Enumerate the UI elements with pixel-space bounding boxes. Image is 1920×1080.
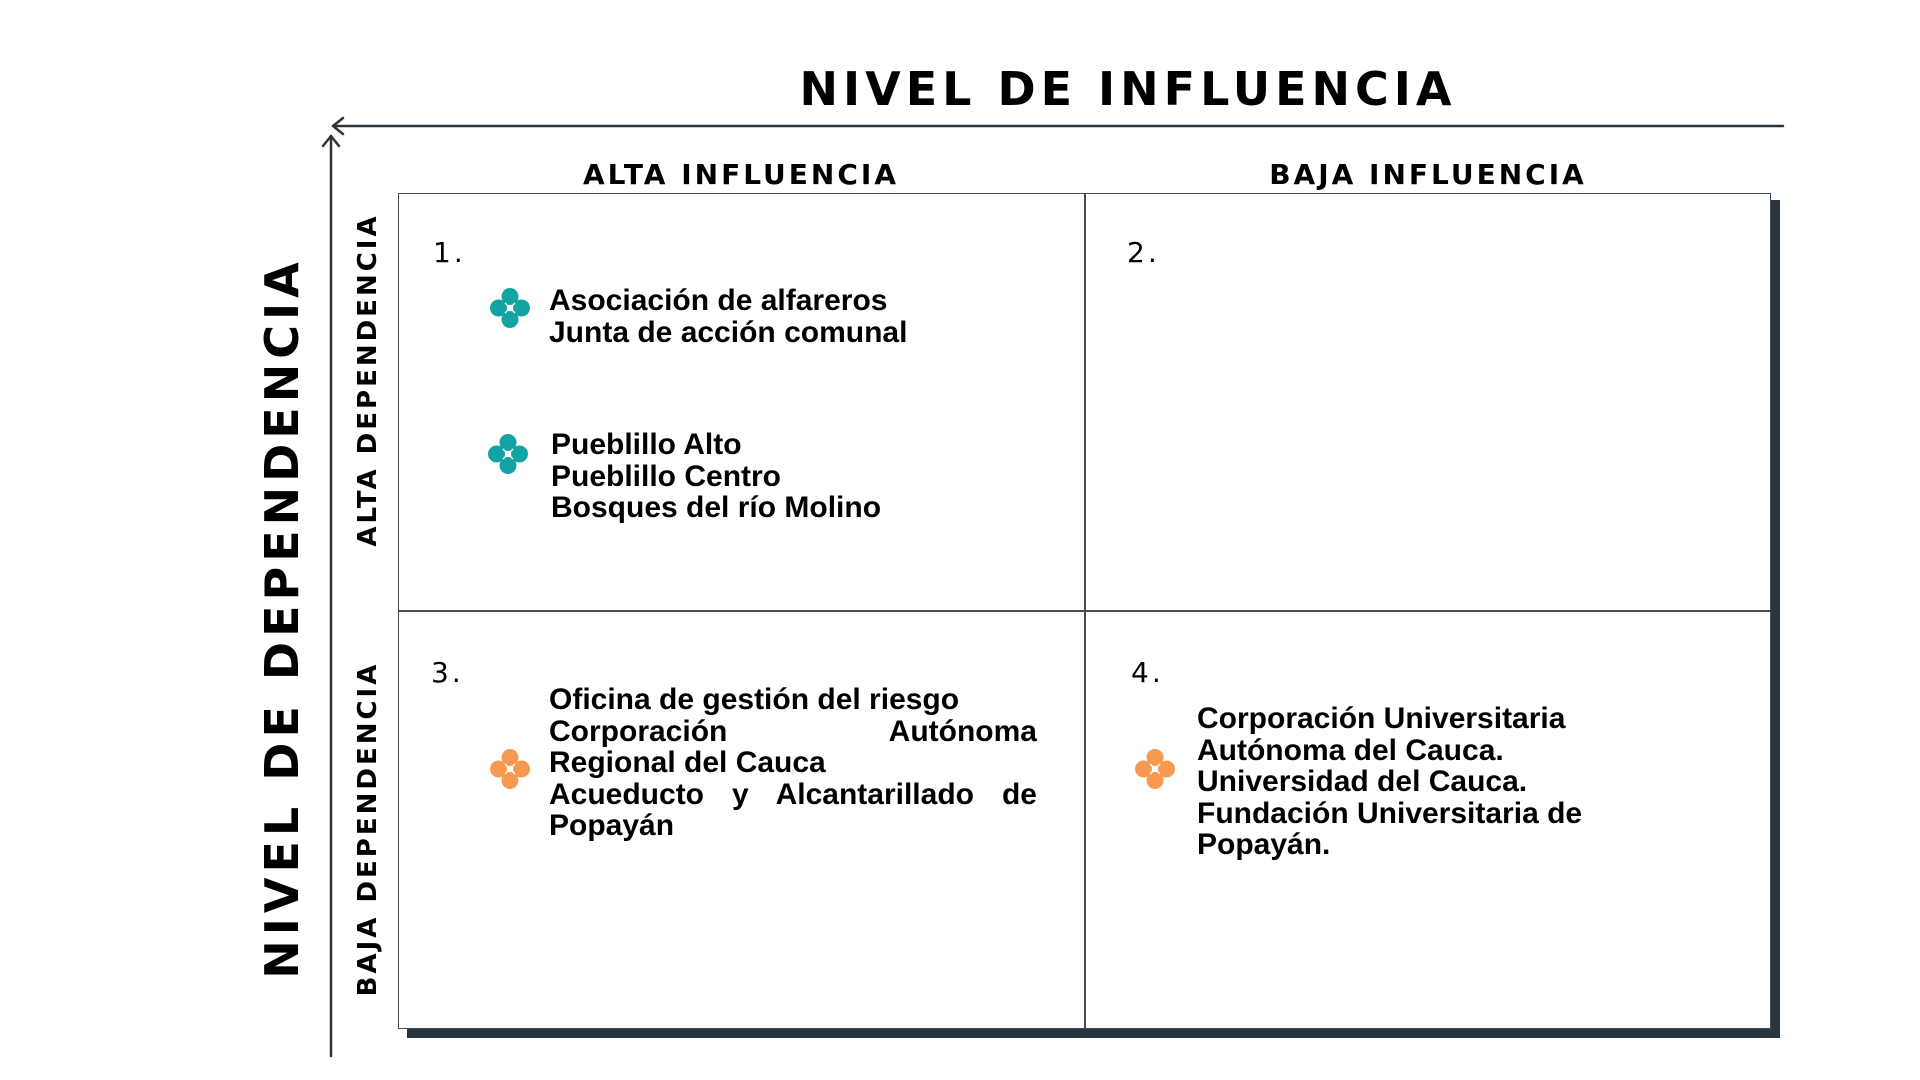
quadrant-4-number: 4. bbox=[1131, 656, 1164, 689]
row-header-low-dependence: BAJA DEPENDENCIA bbox=[353, 661, 383, 997]
quadrant-3-number: 3. bbox=[431, 656, 464, 689]
stakeholder-line: Acueducto y Alcantarillado de bbox=[549, 777, 1037, 811]
stakeholder-line: Popayán bbox=[549, 809, 675, 842]
stakeholder-line: Corporación Universitaria bbox=[1197, 702, 1566, 735]
flower-petals bbox=[488, 434, 528, 474]
stakeholder-line: Corporación Autónoma bbox=[549, 714, 1037, 748]
stakeholder-line: Fundación Universitaria de bbox=[1197, 796, 1583, 830]
quadrant-1-group-1-lines: Asociación de alfareros Junta de acción … bbox=[549, 285, 907, 348]
stakeholder-line: Pueblillo Centro bbox=[551, 459, 782, 493]
stakeholder-line: Regional del Cauca bbox=[549, 746, 826, 779]
teal-flower-icon bbox=[488, 434, 528, 474]
quadrant-1-group-2-lines: Pueblillo Alto Pueblillo Centro Bosques … bbox=[551, 429, 881, 524]
column-header-high-influence: ALTA INFLUENCIA bbox=[583, 158, 899, 191]
stakeholder-line: Pueblillo Alto bbox=[551, 428, 742, 461]
grid-horizontal-divider bbox=[399, 610, 1770, 612]
quadrant-grid: 1. Asociación de alfareros Junta de acci… bbox=[398, 193, 1771, 1029]
influence-axis-title: NIVEL DE INFLUENCIA bbox=[799, 62, 1457, 116]
flower-petals bbox=[490, 288, 530, 328]
stakeholder-line: Autónoma del Cauca. bbox=[1197, 733, 1504, 767]
stakeholder-line: Universidad del Cauca. bbox=[1197, 765, 1528, 798]
flower-petals bbox=[490, 749, 530, 789]
orange-flower-icon bbox=[1135, 749, 1175, 789]
row-header-high-dependence: ALTA DEPENDENCIA bbox=[353, 213, 383, 547]
quadrant-1-number: 1. bbox=[433, 236, 466, 269]
quadrant-3-group-1-lines: Oficina de gestión del riesgo Corporació… bbox=[549, 684, 1037, 842]
dependence-axis-arrowhead bbox=[321, 134, 341, 148]
quadrant-2-number: 2. bbox=[1127, 236, 1160, 269]
teal-flower-icon bbox=[490, 288, 530, 328]
orange-flower-icon bbox=[490, 749, 530, 789]
stakeholder-line: Oficina de gestión del riesgo bbox=[549, 683, 960, 716]
stakeholder-line: Popayán. bbox=[1197, 828, 1331, 861]
stakeholder-line: Asociación de alfareros bbox=[549, 284, 888, 317]
stakeholder-line: Bosques del río Molino bbox=[551, 491, 882, 524]
column-header-low-influence: BAJA INFLUENCIA bbox=[1269, 158, 1587, 191]
stakeholder-line: Junta de acción comunal bbox=[549, 315, 908, 349]
flower-petals bbox=[1135, 749, 1175, 789]
influence-axis-arrowhead bbox=[331, 116, 345, 136]
quadrant-4-group-1-lines: Corporación Universitaria Autónoma del C… bbox=[1197, 703, 1582, 861]
